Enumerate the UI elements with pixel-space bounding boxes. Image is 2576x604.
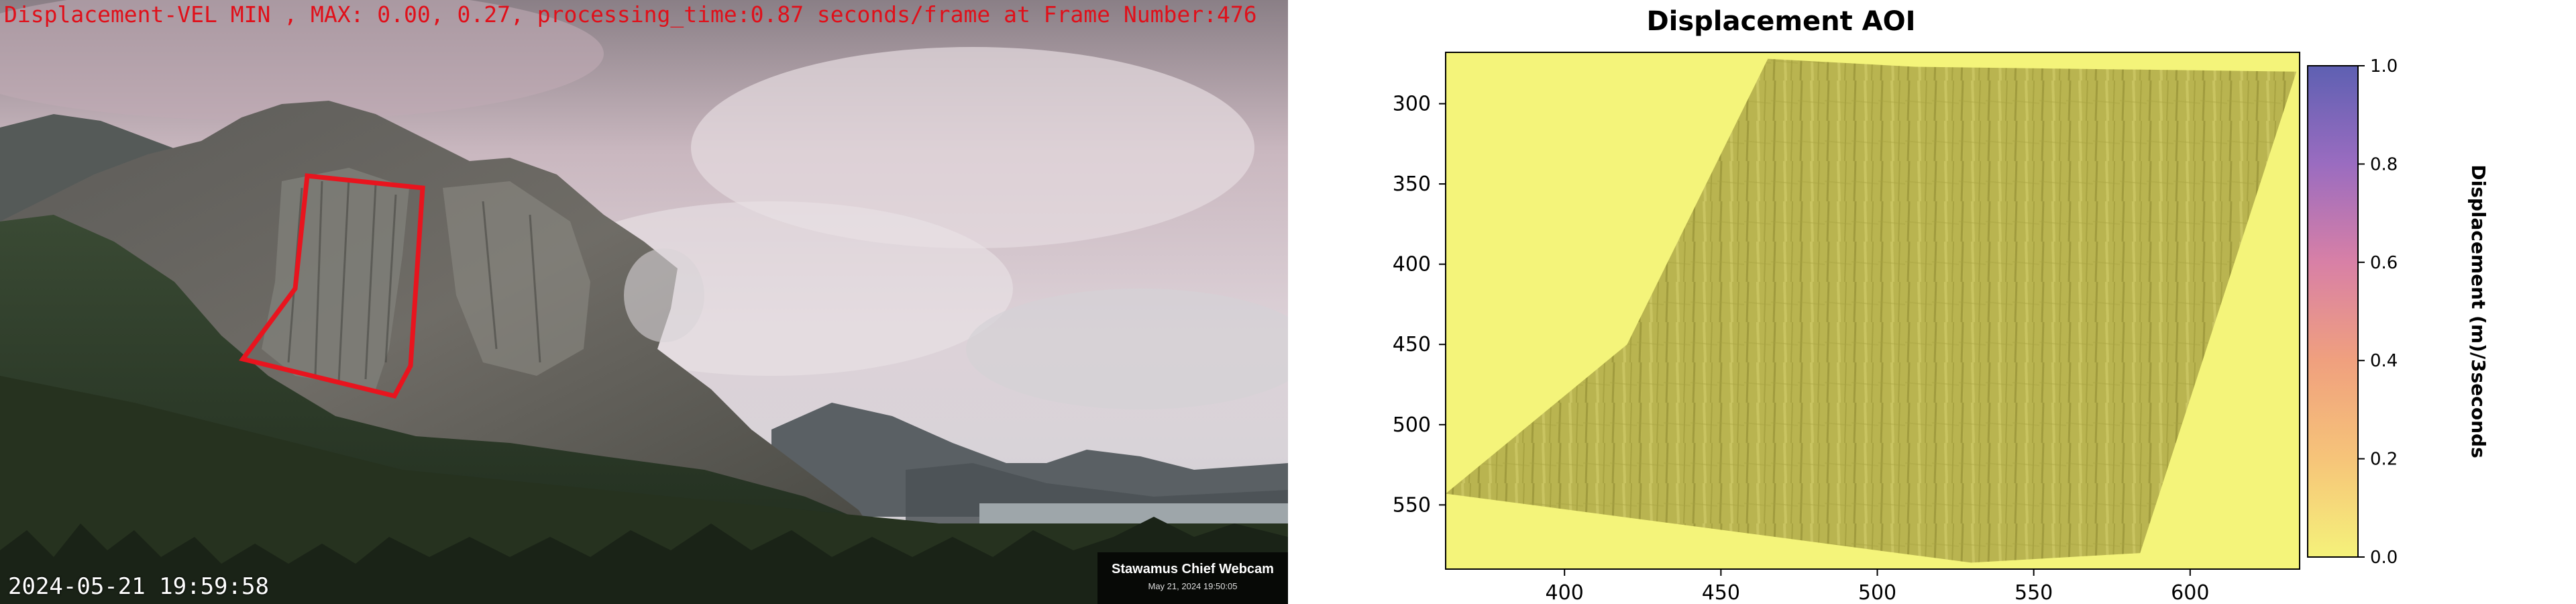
frame-timestamp: 2024-05-21 19:59:58 <box>8 573 269 600</box>
y-axis: 300 350 400 450 500 550 <box>1393 93 1446 517</box>
x-tick-label: 500 <box>1858 581 1896 604</box>
colorbar-label: Displacement (m)/3seconds <box>2467 164 2489 458</box>
colorbar: 0.0 0.2 0.4 0.6 0.8 1.0 Displacement (m)/3sec… <box>2307 56 2489 568</box>
displacement-chart: Displacement AOI 400 450 500 550 600 300 350 4… <box>1288 0 2576 604</box>
x-tick-label: 550 <box>2015 581 2053 604</box>
y-tick-label: 500 <box>1393 413 1431 437</box>
y-tick-label: 450 <box>1393 333 1431 356</box>
colorbar-tick-label: 1.0 <box>2370 56 2398 77</box>
y-tick-label: 350 <box>1393 172 1431 196</box>
colorbar-tick-label: 0.2 <box>2370 450 2398 470</box>
webcam-image <box>0 0 1288 604</box>
aoi-displacement-region <box>1446 58 2297 563</box>
webcam-badge: Stawamus Chief Webcam May 21, 2024 19:50… <box>1097 552 1288 604</box>
webcam-badge-title: Stawamus Chief Webcam <box>1112 562 1274 576</box>
x-tick-label: 450 <box>1702 581 1740 604</box>
x-tick-label: 600 <box>2171 581 2209 604</box>
displacement-status-text: Displacement-VEL MIN , MAX: 0.00, 0.27, … <box>4 1 1257 28</box>
colorbar-tick-label: 0.6 <box>2370 253 2398 273</box>
colorbar-tick-label: 0.4 <box>2370 351 2398 371</box>
plot-frame <box>1445 52 2300 570</box>
y-tick-label: 550 <box>1393 493 1431 517</box>
colorbar-tick-label: 0.0 <box>2370 548 2398 568</box>
colorbar-tick-label: 0.8 <box>2370 154 2398 174</box>
x-tick-label: 400 <box>1546 581 1584 604</box>
plot-area <box>1445 52 2300 570</box>
chart-svg: Displacement AOI 400 450 500 550 600 300 350 4… <box>1393 6 2489 604</box>
y-tick-label: 400 <box>1393 253 1431 276</box>
colorbar-gradient <box>2307 65 2359 558</box>
chart-title: Displacement AOI <box>1646 6 1915 37</box>
colorbar-ticks: 0.0 0.2 0.4 0.6 0.8 1.0 <box>2358 56 2398 568</box>
x-axis: 400 450 500 550 600 <box>1546 569 2209 604</box>
webcam-badge-datetime: May 21, 2024 19:50:05 <box>1148 581 1238 591</box>
aoi-outline <box>239 173 425 399</box>
y-tick-label: 300 <box>1393 93 1431 116</box>
webcam-panel: Displacement-VEL MIN , MAX: 0.00, 0.27, … <box>0 0 1288 604</box>
